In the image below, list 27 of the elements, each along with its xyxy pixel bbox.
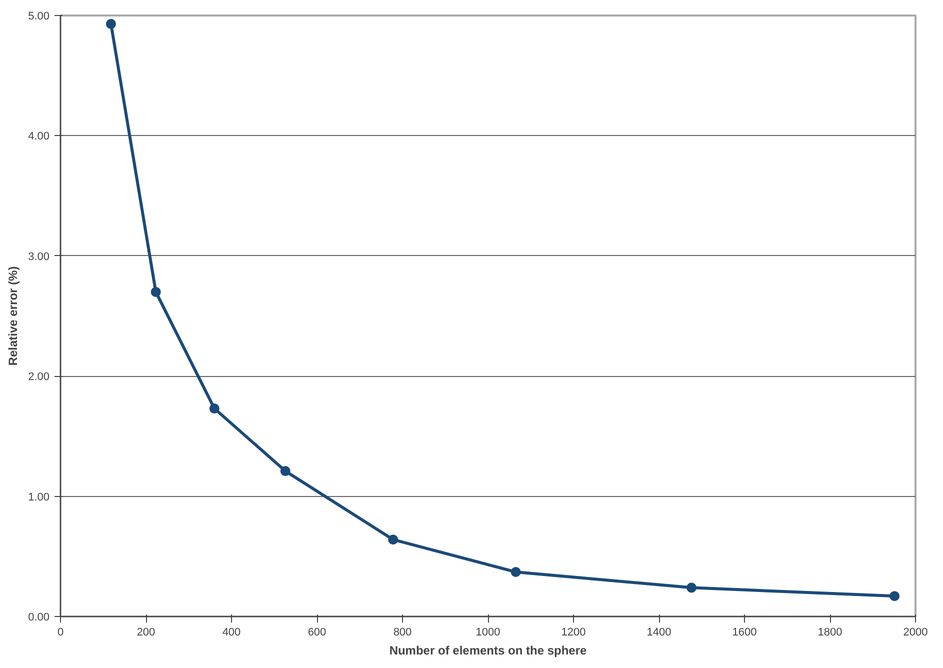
x-tick-label: 2000 xyxy=(903,626,928,638)
point xyxy=(388,534,398,545)
x-tick-label: 1200 xyxy=(561,626,586,638)
point xyxy=(150,286,161,297)
point xyxy=(209,404,220,414)
x-tick-label: 200 xyxy=(136,626,156,638)
x-tick-label: 1400 xyxy=(646,626,672,638)
x-tick-label: 400 xyxy=(222,626,241,638)
point xyxy=(280,466,290,476)
point xyxy=(510,567,521,578)
x-tick-label: 800 xyxy=(393,626,412,638)
x-tick-label: 1000 xyxy=(476,626,500,638)
point xyxy=(686,582,696,593)
x-tick-label: 600 xyxy=(308,626,326,638)
y-tick-label: 3.00 xyxy=(28,250,50,263)
x-tick-label: 0 xyxy=(57,626,64,638)
x-tick-label: 1800 xyxy=(818,626,842,638)
y-tick-label: 4.00 xyxy=(28,130,50,143)
x-axis-title: Number of elements on the sphere xyxy=(389,644,588,658)
point xyxy=(890,591,900,602)
point xyxy=(106,18,116,29)
x-tick-label: 1600 xyxy=(732,626,757,638)
y-tick-label: 2.00 xyxy=(28,371,50,384)
y-tick-label: 0.00 xyxy=(28,612,50,624)
y-tick-label: 1.00 xyxy=(28,491,50,504)
y-axis-title: Relative error (%) xyxy=(6,266,20,366)
y-tick-label: 5.00 xyxy=(28,10,50,22)
